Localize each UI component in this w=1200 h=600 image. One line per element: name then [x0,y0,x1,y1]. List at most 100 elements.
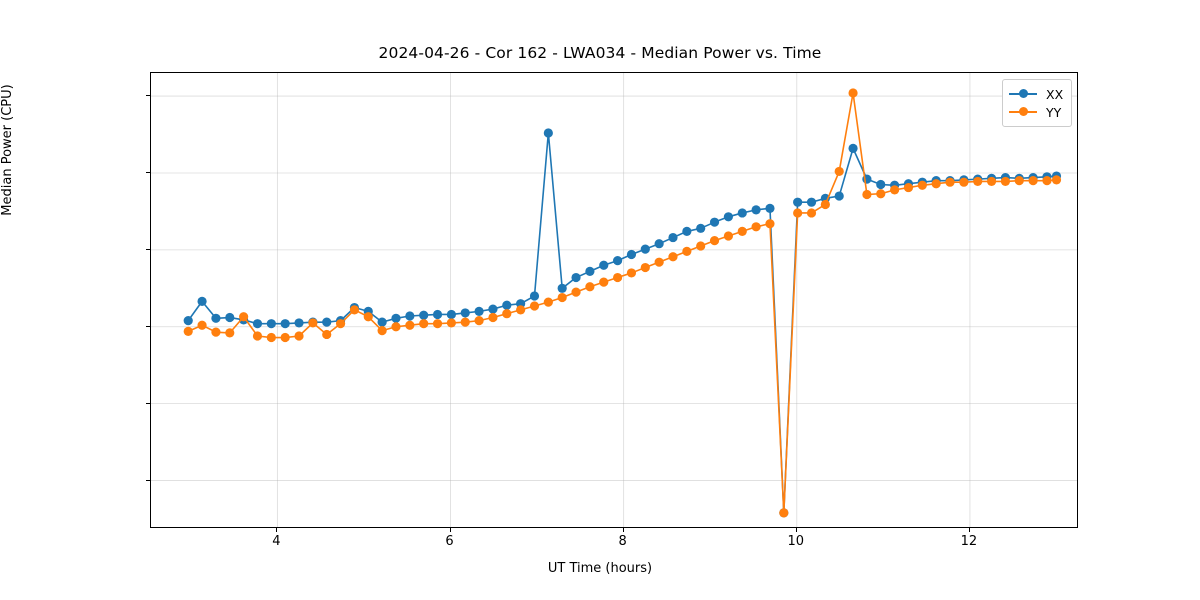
data-point-marker [793,197,803,207]
data-point-marker [405,311,415,321]
data-point-marker [640,244,650,254]
data-point-marker [419,319,429,329]
data-point-marker [488,304,498,314]
data-point-marker [432,319,443,329]
data-point-marker [405,320,415,330]
data-point-marker [876,179,886,190]
data-point-marker [723,231,734,241]
y-axis-tick-mark [146,479,150,481]
data-point-marker [502,300,512,310]
data-point-marker [211,327,221,337]
data-point-marker [183,326,193,336]
data-point-marker [183,316,193,326]
data-point-marker [432,309,443,320]
data-point-marker [557,292,567,303]
data-point-marker [806,197,817,207]
x-axis-tick-mark [276,528,278,532]
data-point-marker [585,282,595,292]
y-axis-tick-mark [146,325,150,327]
data-point-marker [335,319,346,329]
data-point-marker [696,223,706,233]
data-point-marker [640,262,650,273]
data-point-marker [419,310,429,320]
data-point-marker [1051,175,1062,185]
y-axis-tick-mark [146,171,150,173]
x-axis-tick-mark [968,528,970,532]
data-point-marker [696,241,706,251]
grid-lines [151,73,1077,527]
data-point-marker [557,283,567,293]
data-point-marker [197,320,207,330]
x-axis-label: UT Time (hours) [547,561,653,576]
data-point-marker [294,318,304,328]
data-point-marker [973,176,983,187]
data-point-marker [529,291,540,301]
data-point-marker [779,508,789,518]
data-point-marker [474,306,484,316]
data-point-marker [266,332,276,343]
data-point-marker [252,319,263,329]
x-axis-tick-mark [795,528,797,532]
x-axis-tick-label: 4 [272,534,281,549]
data-point-marker [322,317,332,327]
data-point-marker [668,232,678,243]
data-point-marker [917,180,927,190]
data-point-marker [903,182,914,193]
data-point-marker [391,322,401,332]
data-point-marker [391,313,401,323]
legend-label: YY [1046,104,1062,120]
legend-label: XX [1046,86,1064,102]
x-axis-tick-mark [622,528,624,532]
data-point-marker [474,316,484,326]
data-point-marker [834,166,844,177]
data-point-marker [682,246,692,256]
data-point-marker [793,208,803,218]
data-point-marker [543,128,553,138]
data-point-marker [446,318,456,328]
legend: XX YY [1002,79,1072,127]
data-point-marker [876,189,886,199]
legend-marker-dot [1018,107,1028,116]
data-point-marker [377,326,387,336]
data-point-marker [848,88,858,98]
data-point-marker [959,177,969,187]
data-point-marker [529,301,540,311]
data-point-marker [709,236,720,246]
data-point-marker [266,319,276,329]
data-point-marker [737,208,747,218]
data-point-marker [585,266,595,276]
data-point-marker [654,239,664,249]
data-point-marker [654,257,664,267]
data-point-marker [765,219,775,229]
data-point-marker [571,272,581,283]
legend-item-xx[interactable]: XX [1009,85,1065,103]
legend-item-yy[interactable]: YY [1009,103,1065,121]
x-axis-tick-mark [449,528,451,532]
data-point-marker [613,256,623,266]
data-point-marker [820,199,830,210]
data-point-marker [543,297,553,307]
legend-swatch-icon [1009,105,1037,119]
data-point-marker [488,312,498,323]
data-point-marker [252,331,263,341]
series-yy [183,88,1062,518]
series-line [187,92,1058,514]
data-point-marker [308,318,318,328]
y-axis-tick-mark [146,95,150,97]
data-point-marker [765,203,775,213]
data-point-marker [599,260,609,270]
x-axis-tick-label: 12 [960,534,978,549]
data-point-marker [682,226,692,237]
x-axis-tick-label: 10 [787,534,805,549]
data-point-marker [460,317,470,327]
data-point-marker [502,309,512,319]
data-point-marker [280,332,290,343]
data-point-marker [723,212,734,222]
legend-swatch-icon [1009,87,1037,101]
data-point-marker [239,312,249,322]
data-point-marker [668,252,678,262]
y-axis-tick-mark [146,248,150,250]
data-point-marker [377,317,387,327]
data-point-marker [197,296,207,306]
data-point-marker [1000,176,1011,187]
